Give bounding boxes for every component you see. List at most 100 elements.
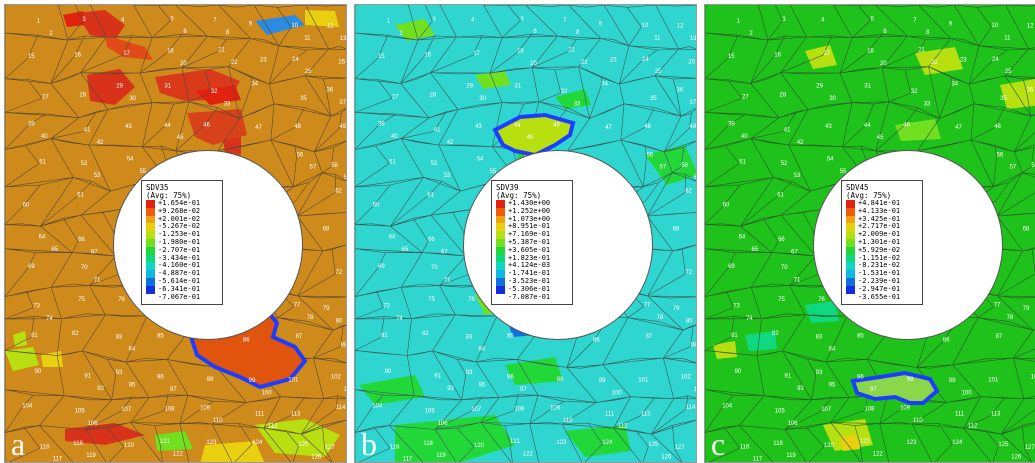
grain-number: 17 [823, 51, 830, 57]
grain-number: 13 [690, 36, 697, 42]
grain-number: 64 [39, 235, 46, 241]
grain-number: 61 [427, 192, 434, 198]
grain-number: 66 [778, 237, 785, 243]
grain-number: 54 [827, 157, 834, 163]
grain-number: 16 [774, 52, 781, 58]
grain-number: 124 [252, 440, 263, 446]
legend-variable: SDV39 [496, 183, 519, 192]
legend-value: -2.707e-01 [158, 245, 201, 254]
grain-number: 110 [913, 418, 923, 424]
grain-number: 9 [249, 21, 253, 27]
grain-number: 1 [387, 19, 391, 25]
grain-number: 4 [821, 17, 825, 23]
grain-number: 29 [816, 84, 823, 90]
legend-swatch [846, 238, 855, 247]
grain-number: 102 [1031, 374, 1035, 380]
legend-value: +1.654e-01 [158, 199, 201, 207]
legend-row: -1.741e-01 [496, 269, 568, 278]
grain-number: 32 [561, 89, 568, 95]
legend-row: +7.169e-01 [496, 230, 568, 239]
grain-number: 47 [255, 125, 262, 131]
grain-number: 10 [641, 23, 648, 29]
grain-number: 24 [642, 57, 649, 63]
grain-number: 108 [514, 407, 525, 413]
grain-number: 110 [563, 418, 573, 424]
grain-number: 24 [292, 57, 299, 63]
grain-number: 7 [213, 18, 217, 24]
grain-number: 34 [951, 81, 958, 87]
grain-number: 76 [118, 297, 125, 303]
grain-number: 113 [991, 412, 1001, 418]
legend-row: -7.087e-01 [496, 292, 568, 302]
grain-number: 7 [913, 18, 917, 24]
legend-value: +1.252e+00 [508, 206, 551, 215]
grain-number: 66 [428, 237, 435, 243]
grain-number: 120 [124, 443, 135, 449]
grain-number: 96 [157, 375, 164, 381]
grain-number: 83 [116, 334, 123, 340]
grain-number: 65 [52, 247, 59, 253]
legend-value: +8.951e-01 [508, 222, 551, 231]
legend-value: -8.231e-02 [858, 261, 901, 270]
grain-number: 12 [677, 24, 684, 30]
grain-number: 127 [1025, 445, 1035, 451]
grain-number: 46 [903, 122, 910, 128]
grain-number: 87 [996, 334, 1003, 340]
grain-number: 92 [447, 386, 454, 392]
grain-number: 105 [425, 409, 436, 415]
grain-number: 98 [907, 377, 914, 383]
grain-number: 47 [605, 125, 612, 131]
grain-number: 39 [28, 122, 35, 128]
grain-number: 41 [84, 127, 91, 133]
legend-row: -1.253e-01 [146, 230, 218, 239]
grain-number: 15 [728, 54, 735, 60]
grain-number: 5 [171, 17, 175, 23]
legend-value: -5.306e-01 [508, 284, 551, 293]
grain-number: 100 [612, 391, 623, 397]
grain-number: 80 [336, 319, 343, 325]
grain-number: 125 [298, 442, 309, 448]
legend-swatch [846, 207, 855, 216]
legend-value: -7.087e-01 [508, 292, 551, 301]
grain-number: 30 [829, 96, 836, 102]
grain-number: 72 [335, 270, 342, 276]
grain-number: 53 [794, 173, 801, 179]
grain-number: 54 [477, 157, 484, 163]
legend-row: +1.654e-01 [146, 199, 218, 208]
grain-number: 104 [372, 404, 383, 410]
grain-number: 71 [794, 278, 801, 284]
grain-number: 56 [997, 152, 1004, 158]
grain-number: 99 [249, 378, 256, 384]
grain-number: 93 [816, 370, 823, 376]
grain-number: 95 [829, 383, 836, 389]
legend-row: -8.231e-02 [846, 261, 918, 271]
grain-number: 126 [1011, 455, 1022, 461]
grain-number: 80 [686, 319, 693, 325]
legend-value: +2.717e-01 [858, 222, 901, 231]
grain-number: 51 [389, 159, 396, 165]
grain-number: 127 [675, 445, 686, 451]
legend-swatch [496, 270, 505, 278]
grain-number: 109 [200, 406, 211, 412]
grain-number: 123 [556, 440, 567, 446]
legend-swatch [496, 238, 505, 247]
legend-swatch [846, 223, 855, 232]
legend-row: -5.614e-01 [146, 277, 218, 286]
legend-row: +8.951e-01 [496, 222, 568, 232]
grain-number: 119 [86, 453, 96, 459]
grain-number: 88 [691, 343, 697, 349]
grain-number: 43 [125, 124, 132, 130]
grain-number: 99 [949, 378, 956, 384]
grain-number: 121 [510, 439, 521, 445]
grain-number: 42 [447, 140, 454, 146]
legend-value: -1.741e-01 [508, 269, 551, 278]
grain-number: 73 [383, 304, 390, 310]
legend-row: +5.387e-01 [496, 238, 568, 247]
grain-number: 77 [294, 303, 301, 309]
grain-number: 31 [514, 83, 521, 89]
grain-number: 9 [949, 21, 953, 27]
grain-number: 5 [871, 17, 875, 23]
legend-rows: +1.654e-01 +9.268e-02 +2.001e-02 -5.267e-02… [146, 199, 218, 301]
grain-number: 127 [325, 445, 336, 451]
grain-number: 49 [689, 124, 696, 130]
